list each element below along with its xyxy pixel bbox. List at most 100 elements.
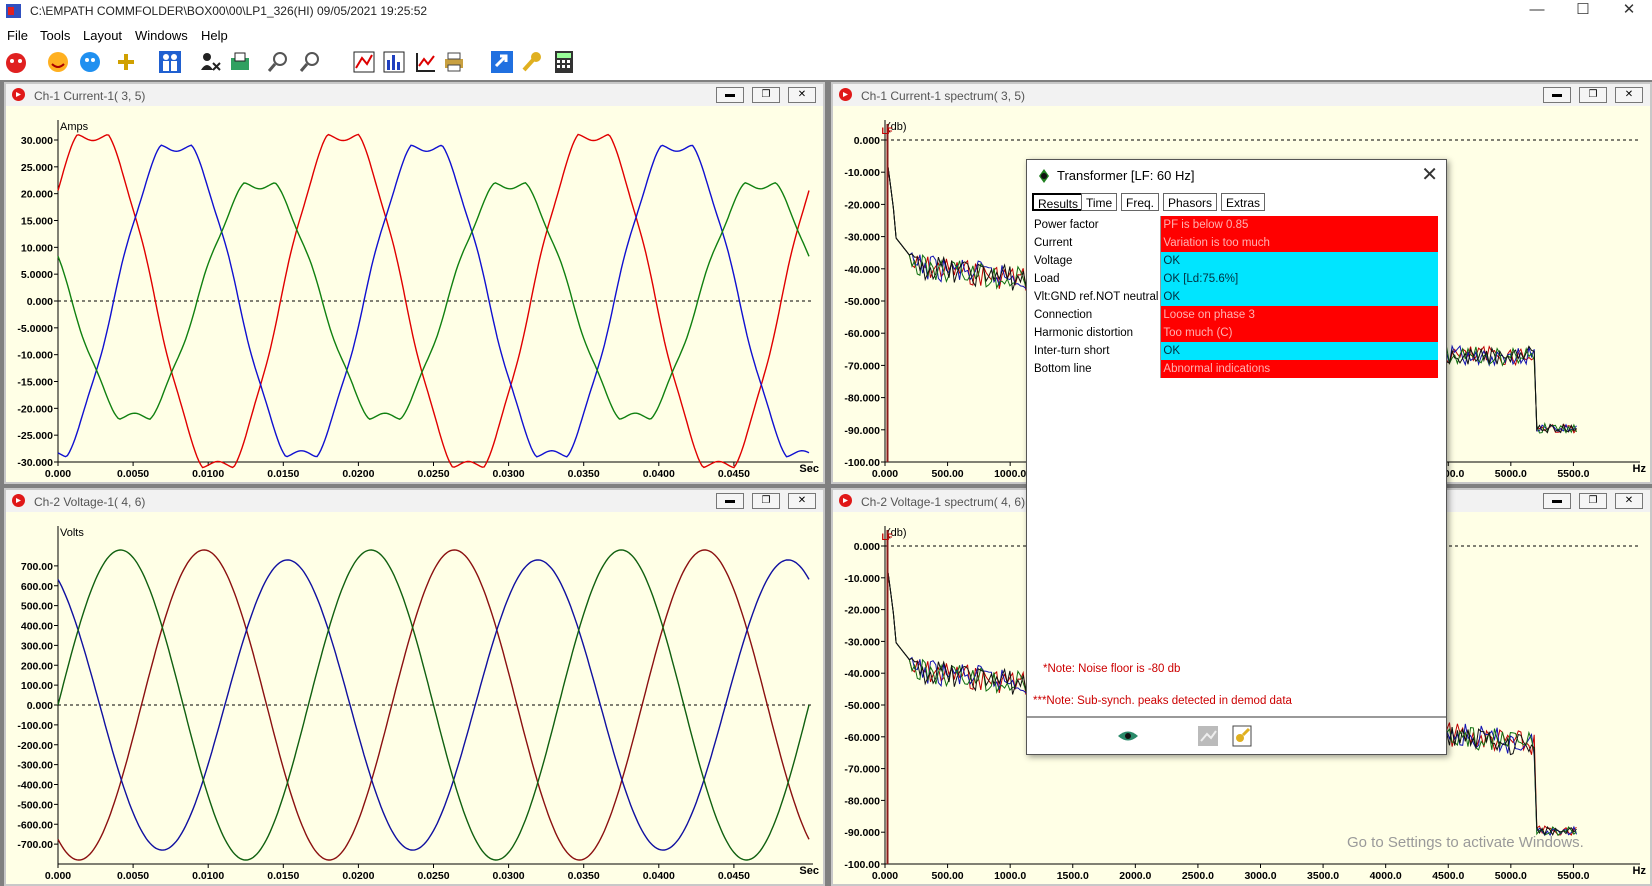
result-label: Voltage: [1032, 252, 1162, 270]
pane-close-button[interactable]: ✕: [1615, 87, 1643, 103]
x-tick-label: 500.00: [932, 468, 964, 480]
menu-help[interactable]: Help: [201, 28, 228, 43]
result-label: Harmonic distortion: [1032, 324, 1162, 342]
minimize-button[interactable]: —: [1529, 1, 1545, 18]
printer-icon[interactable]: [442, 50, 466, 74]
result-row: Inter-turn short OK: [1032, 342, 1438, 360]
lf-marker-label: LF: [882, 126, 893, 136]
x-tick-label: 500.00: [932, 870, 964, 882]
x-tick-label: 0.0400: [643, 468, 675, 480]
y-tick-label: -100.00: [17, 720, 53, 732]
zoom-out-icon[interactable]: [298, 50, 322, 74]
result-value: PF is below 0.85: [1160, 216, 1438, 234]
pane-title: Ch-2 Voltage-1( 4, 6): [34, 495, 146, 509]
pane-restore-button[interactable]: ❐: [752, 493, 780, 509]
pane-close-button[interactable]: ✕: [788, 493, 816, 509]
y-tick-label: -80.000: [844, 795, 880, 807]
y-tick-label: -20.000: [844, 199, 880, 211]
tab-freq[interactable]: Freq.: [1121, 193, 1160, 211]
close-button[interactable]: ✕: [1622, 1, 1636, 18]
y-tick-label: -80.000: [844, 393, 880, 405]
y-tick-label: -90.000: [844, 827, 880, 839]
y-tick-label: -400.00: [17, 780, 53, 792]
menu-file[interactable]: File: [7, 28, 28, 43]
disabled-chart-icon[interactable]: [1197, 725, 1219, 747]
pane-minimize-button[interactable]: ▬: [716, 87, 744, 103]
menu-layout[interactable]: Layout: [83, 28, 123, 43]
chart-grid-icon[interactable]: [352, 50, 376, 74]
voltage-waveform-window[interactable]: Ch-2 Voltage-1( 4, 6) ▬ ❐ ✕ 700.00 600.00…: [4, 488, 825, 886]
dialog-footer: [1027, 716, 1446, 754]
person-x-icon[interactable]: [198, 50, 222, 74]
x-tick-label: 5000.0: [1495, 870, 1527, 882]
transformer-results-dialog[interactable]: Transformer [LF: 60 Hz] ✕ Results Time F…: [1026, 159, 1447, 755]
menu-bar: File Tools Layout Windows Help: [0, 24, 1652, 46]
pane-restore-button[interactable]: ❐: [1579, 493, 1607, 509]
pane-close-button[interactable]: ✕: [788, 87, 816, 103]
pane-minimize-button[interactable]: ▬: [716, 493, 744, 509]
pane-close-button[interactable]: ✕: [1615, 493, 1643, 509]
x-tick-label: 1500.0: [1057, 870, 1089, 882]
x-tick-label: 0.000: [45, 468, 71, 480]
window-title: C:\EMPATH COMMFOLDER\BOX00\00\LP1_326(HI…: [30, 4, 428, 18]
x-tick-label: 0.0100: [192, 468, 224, 480]
voltage-waveform-chart[interactable]: 700.00 600.00 500.00 400.00 300.00 200.00 100.…: [6, 512, 823, 884]
current-waveform-window[interactable]: Ch-1 Current-1( 3, 5) ▬ ❐ ✕ 30.000 25.000…: [4, 82, 825, 484]
smiley-icon[interactable]: [46, 50, 70, 74]
red-devil-icon[interactable]: [4, 50, 28, 74]
tab-results[interactable]: Results: [1032, 193, 1085, 211]
tab-extras[interactable]: Extras: [1221, 193, 1266, 211]
result-label: Power factor: [1032, 216, 1162, 234]
calculator-icon[interactable]: [552, 50, 576, 74]
two-persons-icon[interactable]: [158, 50, 182, 74]
y-tick-label: -10.000: [844, 167, 880, 179]
maximize-button[interactable]: ☐: [1576, 1, 1590, 18]
pane-restore-button[interactable]: ❐: [752, 87, 780, 103]
y-axis-label: (db): [887, 121, 907, 133]
result-row: Vlt:GND ref.NOT neutral OK: [1032, 288, 1438, 306]
key-note-icon[interactable]: [1231, 725, 1253, 747]
x-tick-label: 2000.0: [1119, 870, 1151, 882]
y-tick-label: 400.00: [21, 621, 53, 633]
x-tick-label: 5500.0: [1557, 870, 1589, 882]
dialog-close-button[interactable]: ✕: [1421, 164, 1438, 186]
y-tick-label: -20.000: [17, 403, 53, 415]
result-row: Voltage OK: [1032, 252, 1438, 270]
y-tick-label: -300.00: [17, 760, 53, 772]
x-tick-label: 0.0200: [342, 468, 374, 480]
pane-title-bar: Ch-1 Current-1 spectrum( 3, 5) ▬ ❐ ✕: [833, 84, 1650, 106]
pane-restore-button[interactable]: ❐: [1579, 87, 1607, 103]
current-waveform-chart[interactable]: 30.000 25.000 20.000 15.000 10.000 5.0000 0.00…: [6, 106, 823, 482]
key-icon[interactable]: [520, 50, 544, 74]
y-tick-label: -30.000: [17, 457, 53, 469]
y-tick-label: 20.000: [21, 189, 53, 201]
result-value: Too much (C): [1160, 324, 1438, 342]
bar-chart-icon[interactable]: [382, 50, 406, 74]
waveform-series-line: [57, 144, 810, 458]
x-tick-label: 0.0250: [417, 870, 449, 882]
tab-time[interactable]: Time: [1081, 193, 1118, 211]
waveform-series-line: [57, 549, 810, 861]
y-tick-label: -60.000: [844, 732, 880, 744]
eye-icon[interactable]: [1117, 725, 1139, 747]
result-row: Harmonic distortion Too much (C): [1032, 324, 1438, 342]
waveform-series-line: [57, 549, 810, 861]
dialog-title: Transformer [LF: 60 Hz]: [1057, 168, 1195, 183]
scan-icon[interactable]: [228, 50, 252, 74]
blue-face-icon[interactable]: [78, 50, 102, 74]
menu-windows[interactable]: Windows: [135, 28, 188, 43]
line-chart-icon[interactable]: [414, 50, 438, 74]
plus-arrow-icon[interactable]: [114, 50, 138, 74]
pane-minimize-button[interactable]: ▬: [1543, 493, 1571, 509]
result-row: Bottom line Abnormal indications: [1032, 360, 1438, 378]
noise-floor-note: *Note: Noise floor is -80 db: [1043, 663, 1181, 675]
result-value: OK: [1160, 252, 1438, 270]
result-label: Bottom line: [1032, 360, 1162, 378]
menu-tools[interactable]: Tools: [40, 28, 71, 43]
lf-marker-label: LF: [882, 532, 893, 542]
zoom-in-icon[interactable]: [266, 50, 290, 74]
x-tick-label: 0.0300: [493, 468, 525, 480]
tab-phasors[interactable]: Phasors: [1163, 193, 1218, 211]
pane-minimize-button[interactable]: ▬: [1543, 87, 1571, 103]
export-icon[interactable]: [490, 50, 514, 74]
